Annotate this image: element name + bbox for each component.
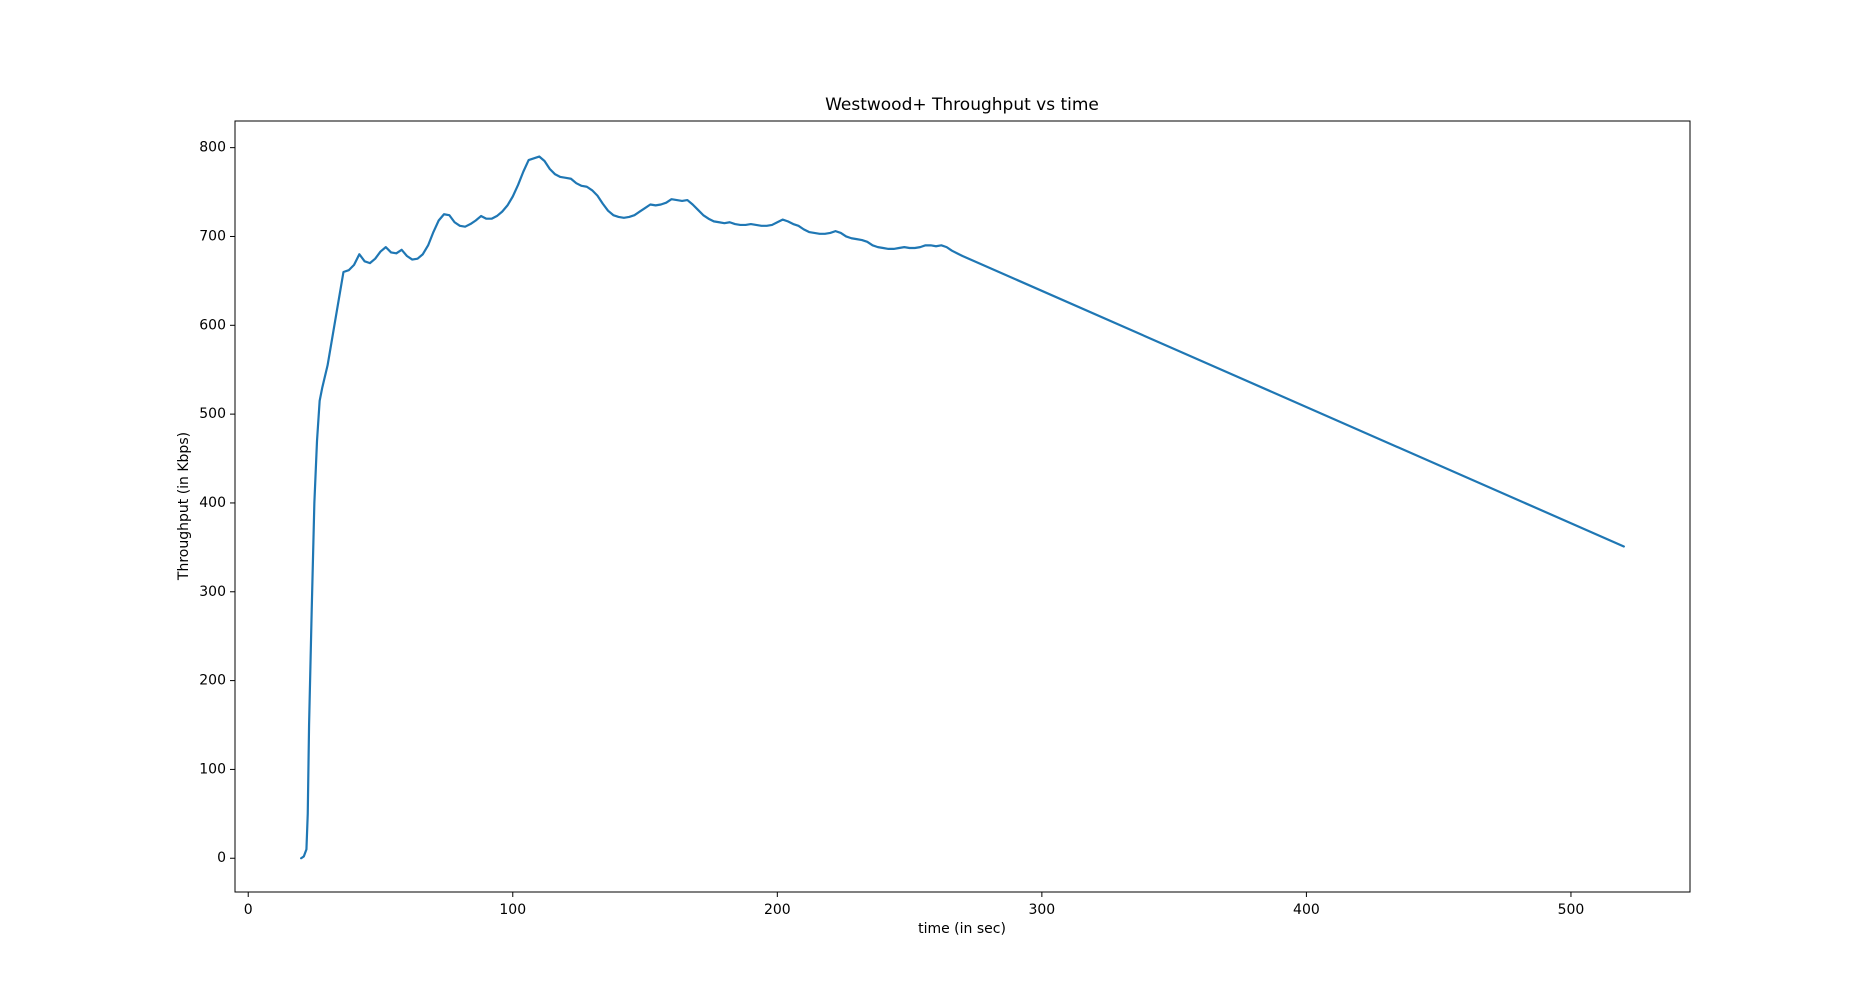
plot-frame bbox=[234, 120, 1691, 893]
x-tick-label: 400 bbox=[1293, 902, 1320, 918]
y-tick-label: 0 bbox=[217, 850, 226, 866]
chart-title: Westwood+ Throughput vs time bbox=[825, 95, 1099, 115]
data-line bbox=[300, 155, 1625, 860]
y-tick-label: 700 bbox=[199, 228, 226, 244]
y-tick-label: 600 bbox=[199, 317, 226, 333]
x-tick-label: 0 bbox=[244, 902, 253, 918]
y-tick-label: 800 bbox=[199, 140, 226, 156]
x-axis-label: time (in sec) bbox=[918, 921, 1006, 937]
y-tick-label: 100 bbox=[199, 761, 226, 777]
x-tick-label: 100 bbox=[499, 902, 526, 918]
y-tick-label: 200 bbox=[199, 673, 226, 689]
y-tick-label: 400 bbox=[199, 495, 226, 511]
y-tick-label: 500 bbox=[199, 406, 226, 422]
y-tick-label: 300 bbox=[199, 584, 226, 600]
x-tick-label: 500 bbox=[1558, 902, 1585, 918]
y-axis-label: Throughput (in Kbps) bbox=[176, 432, 192, 581]
x-tick-label: 300 bbox=[1028, 902, 1055, 918]
x-tick-label: 200 bbox=[764, 902, 791, 918]
